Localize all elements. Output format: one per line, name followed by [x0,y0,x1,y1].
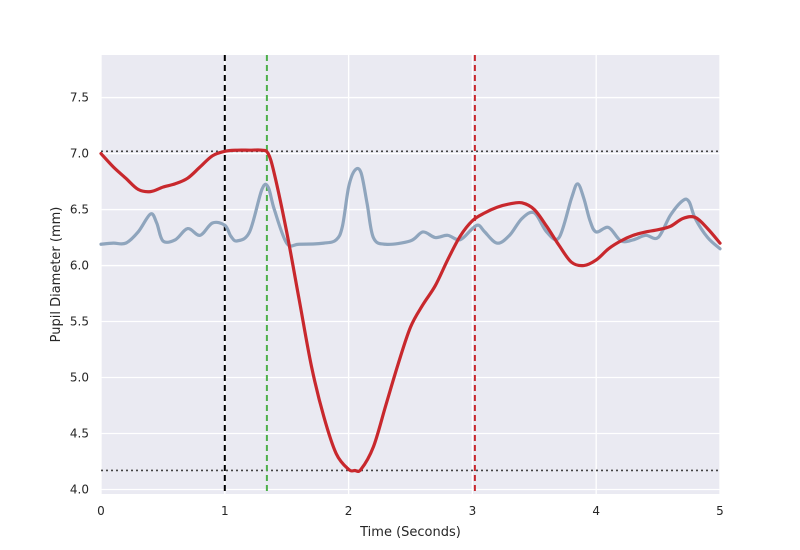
data-series [99,148,722,474]
x-tick-label: 1 [221,504,229,518]
y-tick-label: 6.0 [70,259,89,273]
series-line-2 [99,148,722,474]
y-tick-label: 5.0 [70,371,89,385]
x-tick-label: 4 [592,504,600,518]
x-tick-label: 2 [345,504,353,518]
grid-lines [100,55,721,494]
x-tick-label: 5 [716,504,724,518]
x-tick-label: 0 [97,504,105,518]
y-tick-label: 5.5 [70,315,89,329]
y-tick-label: 4.5 [70,427,89,441]
y-axis-ticks: 4.0 4.5 5.0 5.5 6.0 6.5 7.0 7.5 [70,91,89,497]
reference-lines [101,55,720,494]
y-tick-label: 7.0 [70,147,89,161]
x-axis-label: Time (Seconds) [359,525,461,540]
x-tick-label: 3 [469,504,477,518]
y-axis-label: Pupil Diameter (mm) [49,207,64,343]
series-line-1 [99,166,722,251]
x-axis-ticks: 0 1 2 3 4 5 [97,504,724,518]
plot-background [101,55,720,494]
y-tick-label: 4.0 [70,483,89,497]
y-tick-label: 6.5 [70,203,89,217]
y-tick-label: 7.5 [70,91,89,105]
